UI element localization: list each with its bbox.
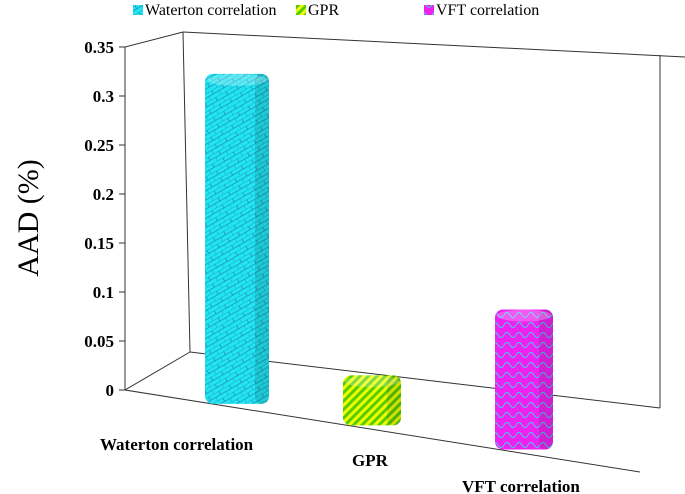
legend-swatch [424,5,434,15]
legend-swatch [133,5,143,15]
x-category-label: Waterton correlation [100,435,254,454]
bar-vft-correlation [495,309,553,450]
y-tick-label: 0.25 [84,136,114,155]
y-tick-label: 0.3 [93,87,114,106]
y-tick-label: 0.15 [84,234,114,253]
legend-swatch [296,5,306,15]
legend-item: VFT correlation [424,2,539,19]
legend-label: Waterton correlation [145,2,277,19]
y-tick-label: 0.05 [84,332,114,351]
y-tick-label: 0 [106,381,115,400]
y-tick-label: 0.1 [93,283,114,302]
legend-label: VFT correlation [436,2,539,19]
y-axis-label: AAD (%) [12,159,45,276]
x-category-label: GPR [352,451,389,470]
y-tick-label: 0.2 [93,185,114,204]
x-category-label: VFT correlation [462,477,580,494]
legend-item: Waterton correlation [133,2,277,19]
y-tick-label: 0.35 [84,38,114,57]
legend-item: GPR [296,2,339,19]
bar-waterton-correlation [205,73,269,404]
bar-gpr [343,375,401,426]
legend-label: GPR [308,2,339,19]
